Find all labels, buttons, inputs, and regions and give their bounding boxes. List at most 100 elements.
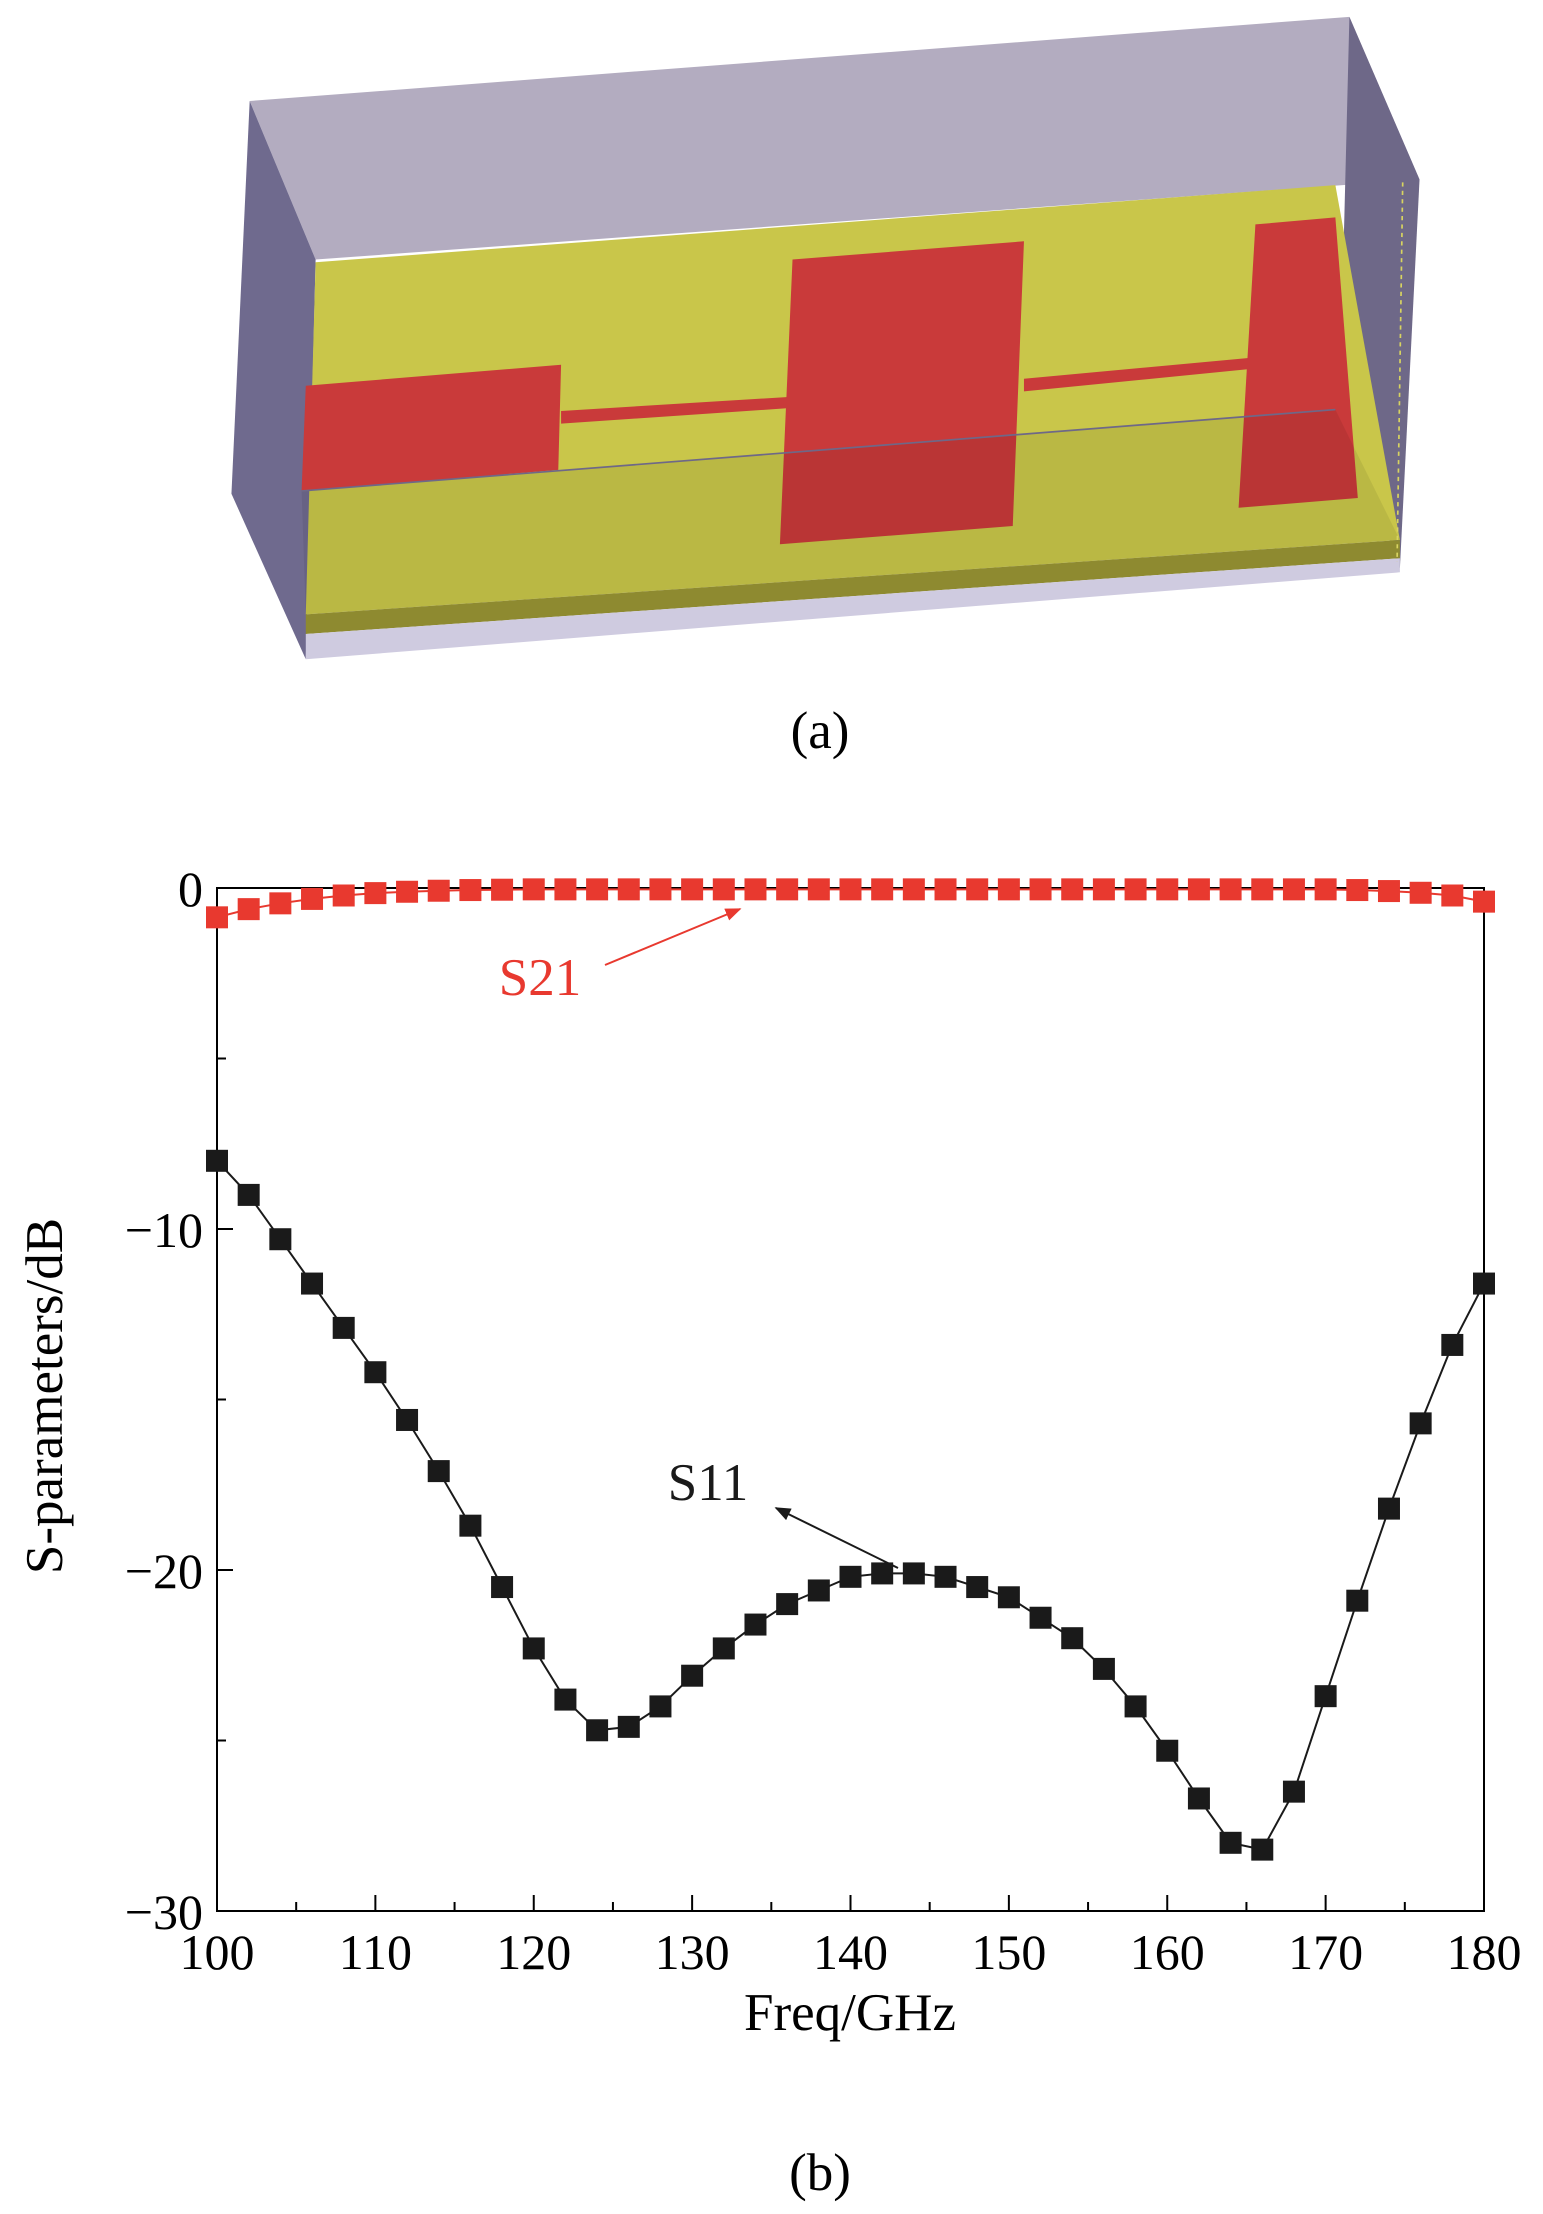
y-tick-label: −10 (125, 1202, 203, 1258)
x-tick-label: 180 (1447, 1924, 1522, 1980)
shade (301, 409, 1400, 615)
point (1377, 880, 1400, 903)
point (1441, 884, 1464, 907)
point (586, 1719, 609, 1742)
point (934, 1565, 957, 1588)
point (902, 1562, 925, 1585)
box-top (249, 16, 1420, 260)
point (459, 1514, 482, 1537)
x-tick-label: 160 (1130, 1924, 1205, 1980)
point (997, 878, 1020, 901)
point (332, 884, 355, 907)
point (1346, 879, 1369, 902)
point (1092, 1657, 1115, 1680)
line-strip (561, 396, 789, 424)
point (554, 878, 577, 901)
series-label: S11 (668, 1454, 749, 1512)
point (1441, 1333, 1464, 1356)
point (1282, 878, 1305, 901)
point (1092, 878, 1115, 901)
x-tick-label: 150 (971, 1924, 1046, 1980)
x-tick-label: 130 (655, 1924, 730, 1980)
y-tick-label: −20 (125, 1543, 203, 1599)
point (586, 878, 609, 901)
point (712, 878, 735, 901)
point (1409, 1412, 1432, 1435)
series-line (216, 1160, 1485, 1851)
point (1409, 881, 1432, 904)
point (237, 1183, 260, 1206)
point (1187, 1787, 1210, 1810)
box-left (231, 100, 316, 660)
point (206, 1149, 228, 1172)
point (301, 1272, 324, 1295)
circuit-diagram (231, 16, 1420, 660)
point (744, 1613, 767, 1636)
point (1219, 878, 1242, 901)
point (617, 878, 640, 901)
point (776, 1593, 799, 1616)
point (1029, 1606, 1052, 1629)
point (1377, 1497, 1400, 1520)
series-label: S21 (499, 949, 581, 1007)
point (839, 1565, 862, 1588)
y-tick-label: −30 (125, 1884, 203, 1940)
point (491, 1576, 514, 1599)
point (364, 882, 387, 905)
point (554, 1688, 577, 1711)
point (427, 1460, 450, 1483)
point (839, 878, 862, 901)
point (807, 878, 830, 901)
point (966, 878, 989, 901)
caption: (b) (789, 2144, 851, 2202)
point (1124, 878, 1147, 901)
pad (301, 364, 562, 491)
caption: (a) (791, 702, 850, 760)
point (902, 878, 925, 901)
point (1124, 1695, 1147, 1718)
point (1219, 1831, 1242, 1854)
point (1029, 878, 1052, 901)
point (1251, 878, 1274, 901)
x-tick-label: 110 (339, 1924, 412, 1980)
point (776, 878, 799, 901)
x-axis-label: Freq/GHz (744, 1984, 956, 2042)
substrate-edge (305, 540, 1400, 635)
line-strip (1023, 357, 1252, 392)
point (997, 1586, 1020, 1609)
plot-frame (216, 887, 1485, 1912)
point (1156, 878, 1179, 901)
point (617, 1715, 640, 1738)
x-tick-label: 170 (1288, 1924, 1363, 1980)
point (522, 878, 545, 901)
point (396, 880, 419, 903)
point (301, 887, 324, 910)
point (712, 1637, 735, 1660)
callout-arrow (604, 908, 742, 966)
callout-arrow (774, 1507, 899, 1569)
point (269, 1228, 292, 1251)
x-tick-label: 100 (180, 1924, 255, 1980)
point (269, 892, 292, 915)
point (807, 1579, 830, 1602)
point (237, 898, 260, 921)
point (871, 878, 894, 901)
point (681, 1664, 704, 1687)
point (1473, 890, 1495, 913)
point (1346, 1589, 1369, 1612)
x-tick-label: 120 (496, 1924, 571, 1980)
point (1061, 1627, 1084, 1650)
y-tick-label: 0 (178, 861, 203, 917)
y-axis-label: S-parameters/dB (16, 1218, 74, 1574)
point (396, 1408, 419, 1431)
point (966, 1576, 989, 1599)
point (1314, 878, 1337, 901)
point (1156, 1739, 1179, 1762)
point (871, 1562, 894, 1585)
point (649, 878, 672, 901)
point (491, 878, 514, 901)
point (1314, 1685, 1337, 1708)
pad (779, 241, 1024, 545)
